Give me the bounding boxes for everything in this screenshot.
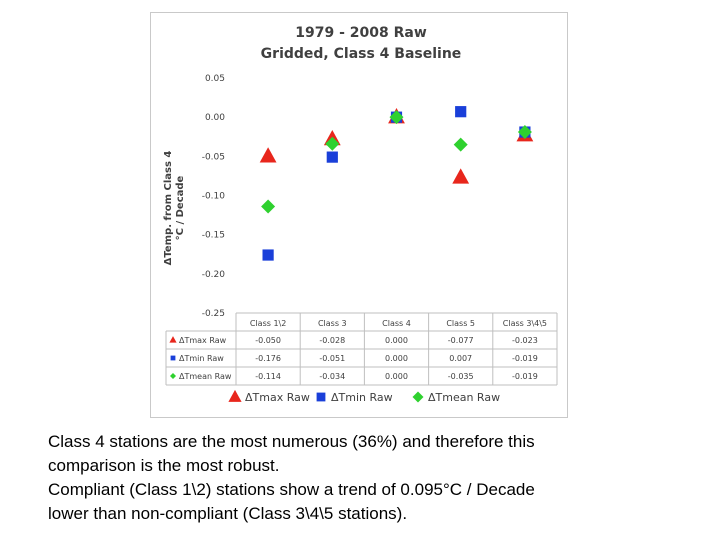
- table-legend-triangle-icon: [169, 336, 177, 343]
- table-legend-square-icon: [170, 355, 176, 361]
- y-axis-label-line-1: ΔTemp. from Class 4: [163, 151, 174, 266]
- legend-entry: ΔTmin Raw: [331, 391, 393, 404]
- data-label: -0.019: [512, 354, 538, 363]
- data-label: -0.077: [448, 336, 474, 345]
- data-point-diamond: [453, 137, 468, 152]
- y-tick-label: -0.05: [202, 152, 225, 162]
- category-label: Class 3\4\5: [503, 319, 547, 328]
- table-legend-diamond-icon: [170, 373, 176, 379]
- data-label: 0.000: [385, 354, 408, 363]
- data-label: -0.034: [319, 372, 345, 381]
- data-label: -0.023: [512, 336, 538, 345]
- plot-area: 0.05 0.00 -0.05 -0.10 -0.15 -0.20 -0.25 Class 1…: [165, 74, 558, 404]
- data-label: 0.000: [385, 336, 408, 345]
- caption-line-2: comparison is the most robust.: [48, 456, 280, 475]
- y-axis-label-line-2: °C / Decade: [175, 175, 186, 240]
- data-point-triangle: [259, 147, 277, 163]
- data-label: -0.019: [512, 372, 538, 381]
- category-label: Class 3: [318, 319, 347, 328]
- data-label: 0.007: [449, 354, 472, 363]
- data-point-square: [326, 151, 338, 163]
- chart-title-line-1: 1979 - 2008 Raw: [295, 25, 427, 41]
- y-tick-label: 0.00: [205, 113, 225, 123]
- caption-line-1: Class 4 stations are the most numerous (…: [48, 432, 535, 451]
- data-label: -0.114: [255, 372, 281, 381]
- y-tick-label: 0.05: [205, 74, 225, 84]
- caption-line-4: lower than non-compliant (Class 3\4\5 st…: [48, 504, 408, 523]
- data-point-diamond: [325, 136, 340, 151]
- data-label: -0.051: [319, 354, 345, 363]
- y-tick-label: -0.25: [202, 309, 225, 319]
- data-point-diamond: [389, 110, 404, 125]
- data-point-square: [262, 249, 274, 261]
- caption-line-3: Compliant (Class 1\2) stations show a tr…: [48, 480, 535, 499]
- y-tick-label: -0.15: [202, 231, 225, 241]
- category-label: Class 5: [446, 319, 475, 328]
- data-label: -0.035: [448, 372, 474, 381]
- scatter-chart: 1979 - 2008 Raw Gridded, Class 4 Baselin…: [163, 25, 558, 404]
- data-label: -0.028: [319, 336, 345, 345]
- legend-triangle-icon: [228, 389, 242, 402]
- data-point-square: [455, 106, 467, 118]
- legend-diamond-icon: [412, 391, 424, 403]
- legend-entry: ΔTmean Raw: [428, 391, 500, 404]
- data-point-diamond: [261, 199, 276, 214]
- series-row-label: ΔTmin Raw: [179, 354, 224, 363]
- category-label: Class 1\2: [250, 319, 286, 328]
- data-label: -0.050: [255, 336, 281, 345]
- legend-entry: ΔTmax Raw: [245, 391, 310, 404]
- data-point-triangle: [452, 168, 470, 184]
- series-row-label: ΔTmean Raw: [179, 372, 232, 381]
- chart-frame: 1979 - 2008 Raw Gridded, Class 4 Baselin…: [150, 12, 568, 418]
- y-tick-label: -0.10: [202, 192, 226, 202]
- legend-square-icon: [316, 392, 326, 402]
- category-label: Class 4: [382, 319, 411, 328]
- caption: Class 4 stations are the most numerous (…: [48, 430, 708, 526]
- y-tick-label: -0.20: [202, 270, 226, 280]
- data-label: 0.000: [385, 372, 408, 381]
- series-row-label: ΔTmax Raw: [179, 336, 227, 345]
- chart-title-line-2: Gridded, Class 4 Baseline: [261, 46, 462, 62]
- data-point-diamond: [517, 125, 532, 140]
- data-label: -0.176: [255, 354, 281, 363]
